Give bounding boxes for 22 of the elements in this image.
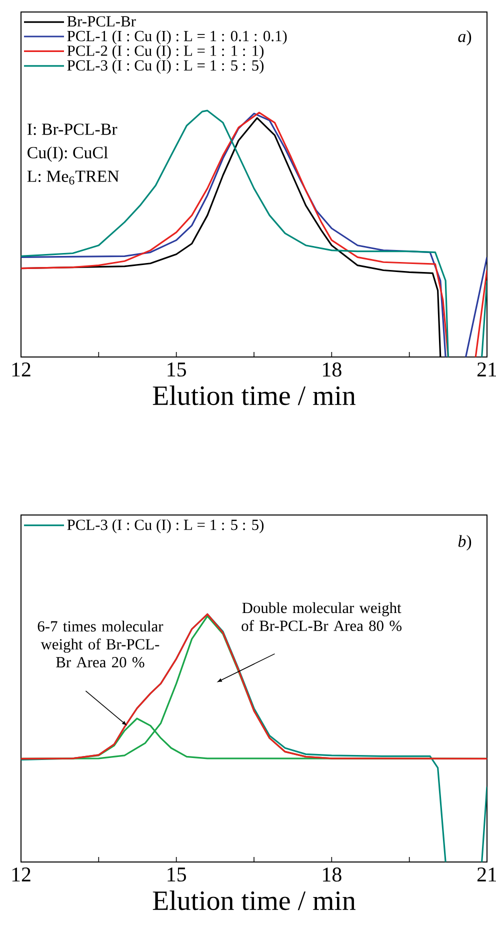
x-tick-label: 21 [477,868,496,882]
text: a) [458,30,472,46]
annotation: 6-7 times molecular weight of Br-PCL-Br Area 20 % [38,620,164,668]
x-tick-label: 18 [323,868,342,882]
annotation: L: Me$_{6}$TREN [27,170,119,184]
x-tick-label: 12 [12,362,30,376]
legend-label: PCL-1 (I : Cu (I) : L = 1 : 0.1 : 0.1) [67,30,287,44]
x-axis-title: Elution time / min [152,890,356,910]
legend-label: Br-PCL-Br [67,16,136,27]
legend-label: PCL-2 (I : Cu (I) : L = 1 : 1 : 1) [67,45,264,60]
x-tick-label: 12 [12,868,30,882]
annotation: Double molecular weight of Br-PCL-Br Area 80 % [242,602,402,632]
x-tick-label: 15 [168,362,186,377]
text: b) [458,535,472,550]
annotation: I: Br-PCL-Br [27,124,118,136]
x-tick-label: 18 [323,362,342,377]
annotation: Cu(I): CuCl [28,146,108,162]
x-tick-label: 15 [168,868,186,882]
legend-label: PCL-3 (I : Cu (I) : L = 1 : 5 : 5) [67,60,264,74]
legend-label: PCL-3 (I : Cu (I) : L = 1 : 5 : 5) [67,519,264,534]
x-tick-label: 21 [477,362,496,376]
x-axis-title: Elution time / min [152,385,356,406]
